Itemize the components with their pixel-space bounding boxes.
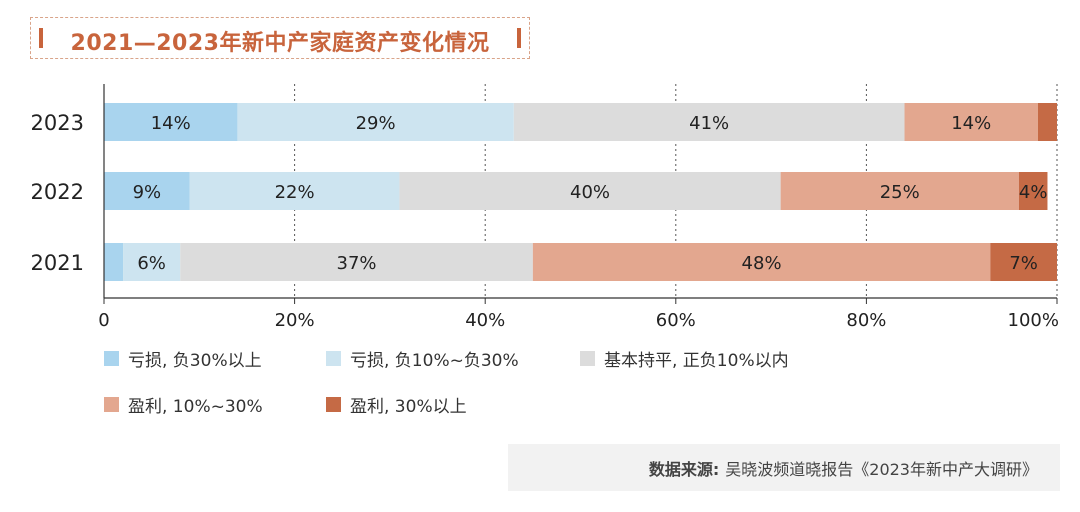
bar-segment bbox=[180, 243, 533, 281]
bar-segment bbox=[904, 103, 1038, 141]
data-label: 40% bbox=[570, 182, 610, 203]
bar-segment bbox=[990, 243, 1057, 281]
bar-segment bbox=[104, 172, 190, 210]
legend-item: 盈利, 10%~30% bbox=[104, 392, 263, 417]
title-right-bar bbox=[517, 28, 521, 48]
data-label: 29% bbox=[356, 113, 396, 134]
x-tick-label: 0 bbox=[98, 310, 109, 331]
x-tick-label: 40% bbox=[465, 310, 505, 331]
legend-label: 盈利, 10%~30% bbox=[128, 397, 263, 417]
title-frame: 2021—2023年新中产家庭资产变化情况 bbox=[30, 17, 530, 59]
bar-segment bbox=[1037, 103, 1057, 141]
category-label: 2022 bbox=[31, 180, 84, 204]
legend-swatch bbox=[326, 351, 341, 366]
data-label: 4% bbox=[1019, 182, 1048, 203]
legend-swatch bbox=[326, 397, 341, 412]
legend-label: 亏损, 负30%以上 bbox=[128, 351, 262, 371]
legend-swatch bbox=[104, 351, 119, 366]
bar-segment bbox=[513, 103, 905, 141]
legend-label: 基本持平, 正负10%以内 bbox=[604, 351, 789, 371]
source-text: 吴晓波频道晓报告《2023年新中产大调研》 bbox=[725, 459, 1038, 479]
data-label: 41% bbox=[689, 113, 729, 134]
legend-item: 亏损, 负30%以上 bbox=[104, 346, 262, 371]
bar-segment bbox=[780, 172, 1019, 210]
legend-item: 基本持平, 正负10%以内 bbox=[580, 346, 789, 371]
data-label: 14% bbox=[151, 113, 191, 134]
legend-item: 亏损, 负10%~负30% bbox=[326, 346, 519, 371]
x-tick-label: 60% bbox=[656, 310, 696, 331]
data-label: 48% bbox=[742, 253, 782, 274]
category-label: 2023 bbox=[31, 111, 84, 135]
data-label: 22% bbox=[275, 182, 315, 203]
stacked-bar-chart: 14% 29% 41% 14% 2023 9% 22% 40% 25% 4% 2022 6% 37% 48… bbox=[31, 84, 1059, 331]
data-label: 25% bbox=[880, 182, 920, 203]
bar-segment bbox=[104, 103, 238, 141]
title-left-bar bbox=[39, 28, 43, 48]
legend-item: 盈利, 30%以上 bbox=[326, 392, 467, 417]
data-label: 14% bbox=[951, 113, 991, 134]
legend-swatch bbox=[580, 351, 595, 366]
x-tick-label: 20% bbox=[275, 310, 315, 331]
x-tick-label: 100% bbox=[1008, 310, 1059, 331]
bar-segment bbox=[123, 243, 181, 281]
data-label: 7% bbox=[1009, 253, 1038, 274]
data-label: 37% bbox=[337, 253, 377, 274]
legend-label: 盈利, 30%以上 bbox=[350, 397, 467, 417]
x-tick-label: 80% bbox=[846, 310, 886, 331]
bar-segment bbox=[1018, 172, 1048, 210]
bar-segment bbox=[399, 172, 781, 210]
category-label: 2021 bbox=[31, 251, 84, 275]
legend-swatch bbox=[104, 397, 119, 412]
bar-segment bbox=[189, 172, 400, 210]
chart-title: 2021—2023年新中产家庭资产变化情况 bbox=[70, 31, 490, 56]
bar-segment bbox=[532, 243, 991, 281]
bar-segment bbox=[237, 103, 514, 141]
data-label: 9% bbox=[133, 182, 162, 203]
data-label: 6% bbox=[137, 253, 166, 274]
source-label: 数据来源: bbox=[648, 459, 720, 479]
bar-segment bbox=[104, 243, 124, 281]
legend-label: 亏损, 负10%~负30% bbox=[350, 351, 519, 371]
source-note: 数据来源: 吴晓波频道晓报告《2023年新中产大调研》 bbox=[508, 444, 1060, 491]
